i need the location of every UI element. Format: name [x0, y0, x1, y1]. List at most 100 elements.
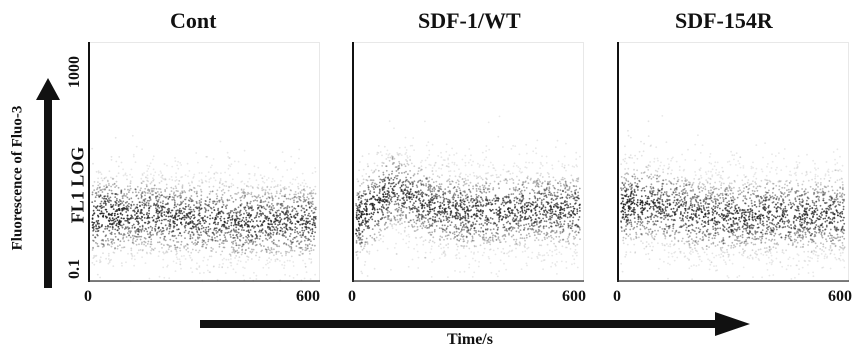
- scatter-point: [247, 229, 250, 232]
- scatter-point: [552, 238, 555, 240]
- scatter-point: [218, 182, 221, 184]
- scatter-point: [129, 180, 132, 183]
- scatter-point: [163, 218, 166, 221]
- scatter-point: [243, 149, 246, 152]
- scatter-point: [555, 231, 558, 234]
- scatter-point: [293, 162, 296, 164]
- scatter-point: [290, 255, 293, 258]
- scatter-point: [477, 188, 480, 190]
- scatter-point: [160, 243, 163, 246]
- scatter-point: [101, 212, 103, 215]
- scatter-point: [192, 234, 195, 237]
- scatter-point: [422, 210, 424, 213]
- scatter-point: [303, 198, 305, 201]
- scatter-point: [541, 176, 544, 178]
- scatter-point: [369, 234, 372, 237]
- scatter-point: [105, 257, 107, 260]
- scatter-point: [428, 149, 431, 152]
- scatter-point: [434, 193, 437, 196]
- scatter-point: [359, 184, 361, 187]
- scatter-point: [520, 224, 522, 227]
- scatter-point: [427, 213, 429, 216]
- scatter-point: [454, 216, 457, 219]
- scatter-point: [464, 219, 467, 222]
- scatter-point: [500, 203, 503, 206]
- scatter-point: [556, 273, 558, 275]
- scatter-point: [357, 196, 360, 199]
- scatter-point: [393, 193, 396, 196]
- scatter-point: [179, 249, 182, 252]
- scatter-point: [303, 277, 306, 280]
- scatter-point: [121, 195, 124, 198]
- scatter-point: [508, 228, 511, 231]
- scatter-point: [515, 223, 518, 225]
- scatter-point: [400, 204, 403, 207]
- scatter-point: [510, 209, 513, 212]
- scatter-point: [211, 250, 213, 252]
- scatter-point: [229, 255, 232, 257]
- scatter-point: [392, 178, 395, 181]
- scatter-point: [219, 199, 221, 202]
- scatter-point: [134, 161, 137, 164]
- scatter-point: [440, 167, 443, 170]
- scatter-point: [208, 205, 211, 208]
- scatter-point: [381, 180, 384, 183]
- scatter-point: [409, 188, 412, 191]
- scatter-point: [189, 206, 192, 209]
- scatter-point: [108, 170, 111, 173]
- scatter-point: [436, 200, 439, 203]
- scatter-point: [524, 239, 526, 242]
- scatter-point: [234, 207, 237, 210]
- scatter-point: [265, 251, 268, 254]
- scatter-point: [272, 231, 275, 234]
- scatter-point: [368, 227, 370, 230]
- scatter-point: [180, 221, 182, 224]
- scatter-point: [289, 259, 291, 262]
- scatter-point: [226, 199, 229, 202]
- scatter-point: [490, 174, 493, 177]
- scatter-point: [209, 271, 212, 274]
- scatter-point: [265, 231, 268, 234]
- scatter-point: [489, 217, 492, 219]
- scatter-point: [144, 227, 147, 230]
- scatter-point: [381, 165, 384, 167]
- scatter-point: [516, 208, 518, 211]
- scatter-point: [223, 217, 226, 220]
- scatter-point: [175, 212, 178, 215]
- scatter-point: [515, 242, 518, 245]
- scatter-point: [299, 246, 302, 249]
- scatter-point: [536, 179, 538, 182]
- scatter-point: [489, 239, 492, 242]
- scatter-point: [371, 218, 374, 221]
- scatter-point: [405, 235, 408, 237]
- scatter-point: [203, 239, 205, 242]
- scatter-point: [153, 214, 155, 217]
- scatter-point: [125, 195, 127, 197]
- scatter-point: [447, 234, 450, 237]
- scatter-point: [168, 193, 171, 196]
- scatter-point: [562, 238, 565, 241]
- scatter-point: [497, 233, 499, 235]
- scatter-point: [364, 218, 366, 220]
- scatter-point: [518, 187, 521, 190]
- scatter-point: [395, 203, 398, 205]
- scatter-point: [108, 261, 111, 264]
- scatter-point: [161, 226, 164, 229]
- scatter-point: [568, 232, 571, 235]
- scatter-point: [566, 200, 568, 203]
- scatter-point: [117, 238, 119, 241]
- scatter-point: [456, 179, 459, 182]
- scatter-point: [362, 247, 365, 250]
- scatter-point: [428, 163, 431, 166]
- scatter-point: [237, 160, 240, 163]
- scatter-point: [283, 226, 286, 229]
- scatter-point: [230, 262, 233, 264]
- scatter-point: [314, 167, 316, 169]
- scatter-point: [449, 170, 452, 172]
- scatter-point: [406, 189, 408, 192]
- scatter-point: [507, 255, 510, 258]
- scatter-point: [270, 232, 272, 235]
- scatter-point: [482, 237, 484, 240]
- scatter-point: [106, 195, 109, 197]
- scatter-point: [207, 230, 210, 233]
